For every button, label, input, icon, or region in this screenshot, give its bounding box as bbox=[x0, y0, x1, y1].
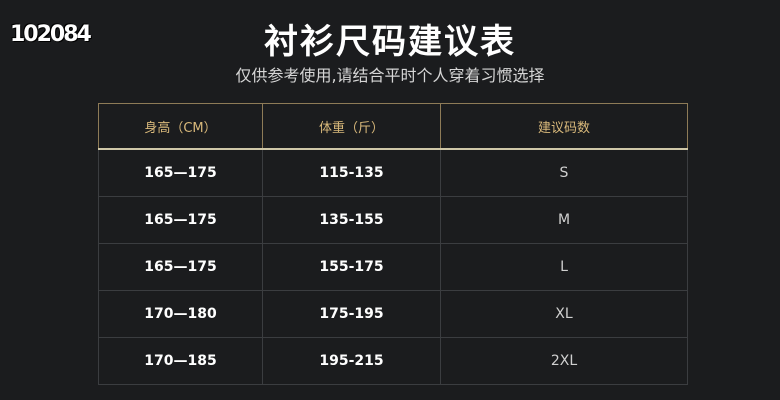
table-row: 165—175 155-175 L bbox=[98, 243, 688, 291]
cell-height: 165—175 bbox=[98, 243, 263, 291]
header-height: 身高（CM） bbox=[98, 103, 263, 150]
cell-weight: 175-195 bbox=[262, 290, 441, 338]
table-row: 165—175 135-155 M bbox=[98, 196, 688, 244]
subtitle: 仅供参考使用,请结合平时个人穿着习惯选择 bbox=[235, 66, 545, 85]
header-size: 建议码数 bbox=[440, 103, 688, 150]
table-row: 170—185 195-215 2XL bbox=[98, 337, 688, 385]
cell-size: 2XL bbox=[440, 337, 688, 385]
cell-weight: 115-135 bbox=[262, 148, 441, 197]
table-header-row: 身高（CM） 体重（斤） 建议码数 bbox=[98, 103, 688, 150]
table-row: 170—180 175-195 XL bbox=[98, 290, 688, 338]
size-table: 身高（CM） 体重（斤） 建议码数 165—175 115-135 S 165—175… bbox=[98, 103, 688, 385]
header-weight: 体重（斤） bbox=[262, 103, 441, 150]
cell-weight: 155-175 bbox=[262, 243, 441, 291]
cell-size: L bbox=[440, 243, 688, 291]
cell-size: S bbox=[440, 148, 688, 197]
cell-weight: 135-155 bbox=[262, 196, 441, 244]
cell-height: 170—180 bbox=[98, 290, 263, 338]
cell-height: 170—185 bbox=[98, 337, 263, 385]
page-title: 衬衫尺码建议表 bbox=[264, 22, 516, 62]
cell-height: 165—175 bbox=[98, 196, 263, 244]
cell-weight: 195-215 bbox=[262, 337, 441, 385]
cell-size: XL bbox=[440, 290, 688, 338]
table-row: 165—175 115-135 S bbox=[98, 148, 688, 197]
watermark: 102084 bbox=[10, 22, 92, 47]
cell-size: M bbox=[440, 196, 688, 244]
cell-height: 165—175 bbox=[98, 148, 263, 197]
